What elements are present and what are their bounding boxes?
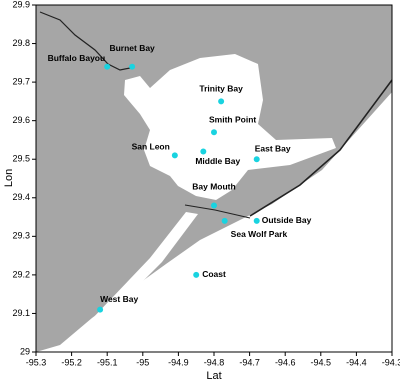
station-point	[193, 271, 200, 278]
station-point	[97, 306, 104, 313]
y-tick-label: 29.4	[12, 192, 30, 202]
x-tick-label: -94.9	[168, 357, 189, 367]
station-label: Buffalo Bayou	[48, 53, 106, 63]
x-tick-label: -95	[136, 357, 149, 367]
station-point	[104, 63, 111, 70]
y-tick-label: 29.6	[12, 115, 30, 125]
station-label: Outside Bay	[262, 215, 312, 225]
gulf-water	[36, 92, 392, 352]
station-label: East Bay	[255, 143, 291, 153]
station-point	[200, 148, 207, 155]
x-tick-label: -94.3	[382, 357, 400, 367]
station-label: Sea Wolf Park	[231, 229, 288, 239]
y-tick-label: 29.9	[12, 0, 30, 9]
y-tick-label: 29.2	[12, 269, 30, 279]
station-point	[129, 63, 136, 70]
x-tick-label: -94.4	[346, 357, 367, 367]
y-tick-label: 29.1	[12, 308, 30, 318]
station-label: West Bay	[100, 294, 138, 304]
station-label: Trinity Bay	[199, 84, 243, 94]
x-tick-label: -95.1	[97, 357, 118, 367]
x-tick-label: -95.2	[61, 357, 82, 367]
station-point	[253, 217, 260, 224]
station-point	[211, 129, 217, 136]
x-tick-label: -95.3	[26, 357, 47, 367]
y-tick-label: 29.7	[12, 76, 30, 86]
station-label: San Leon	[132, 142, 170, 152]
station-point	[218, 98, 225, 105]
station-label: Middle Bay	[195, 156, 240, 166]
x-tick-label: -94.6	[275, 357, 296, 367]
station-label: Coast	[202, 269, 226, 279]
station-label: Burnet Bay	[109, 43, 155, 53]
x-tick-label: -94.7	[239, 357, 260, 367]
bay-water	[124, 54, 336, 200]
station-point	[221, 217, 228, 224]
y-axis-title: Lon	[3, 169, 15, 187]
station-point	[253, 156, 260, 163]
station-label: Smith Point	[209, 114, 256, 124]
station-label: Bay Mouth	[192, 182, 235, 192]
y-tick-label: 29.5	[12, 154, 30, 164]
x-tick-label: -94.5	[311, 357, 332, 367]
x-tick-label: -94.8	[204, 357, 225, 367]
station-point	[211, 202, 217, 209]
river	[39, 11, 131, 71]
x-axis-title: Lat	[206, 370, 221, 382]
y-tick-label: 29.8	[12, 38, 30, 48]
y-tick-label: 29.3	[12, 231, 30, 241]
station-point	[171, 152, 178, 159]
coastline	[249, 79, 393, 217]
channel	[184, 204, 251, 219]
y-tick-label: 29	[20, 346, 30, 356]
